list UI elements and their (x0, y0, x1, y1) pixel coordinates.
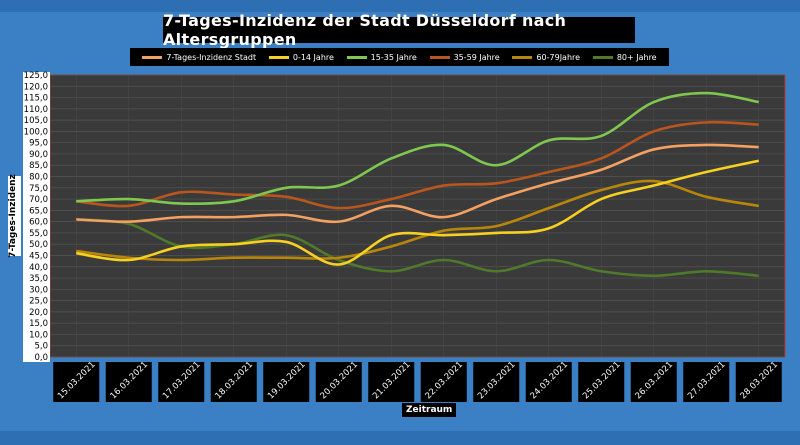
x-tick-box (683, 362, 730, 402)
x-tick-box (420, 362, 467, 402)
legend-item: 7-Tages-Inzidenz Stadt (142, 53, 256, 62)
y-axis-panel (23, 72, 50, 362)
y-axis-title-bg (8, 176, 21, 256)
y-tick-label: 5,0 (34, 342, 48, 352)
x-tick-box (578, 362, 625, 402)
y-tick-label: 110,0 (24, 105, 48, 115)
x-tick-box (315, 362, 362, 402)
legend-item: 0-14 Jahre (268, 52, 334, 62)
legend-item: 80+ Jahre (592, 52, 657, 62)
x-tick-box (368, 362, 415, 402)
y-tick-label: 100,0 (24, 127, 48, 137)
y-axis-title: 7-Tages-Inzidenz (8, 174, 18, 258)
legend-label: 15-35 Jahre (370, 52, 417, 62)
y-tick-label: 10,0 (29, 330, 48, 340)
y-tick-label: 30,0 (29, 285, 48, 295)
bottom-band (0, 431, 800, 445)
y-tick-label: 120,0 (24, 82, 48, 92)
y-tick-label: 25,0 (29, 297, 48, 307)
y-tick-label: 40,0 (29, 263, 48, 273)
y-tick-label: 65,0 (29, 206, 48, 216)
x-tick-box (735, 362, 782, 402)
legend-swatch (429, 55, 450, 59)
legend-swatch (346, 55, 367, 59)
x-tick-box (525, 362, 572, 402)
y-tick-label: 125,0 (24, 71, 48, 81)
legend-label: 35-59 Jahre (453, 52, 500, 62)
y-tick-label: 70,0 (29, 195, 48, 205)
legend-swatch (512, 55, 533, 59)
legend-label: 80+ Jahre (616, 52, 657, 62)
y-tick-label: 35,0 (29, 274, 48, 284)
legend-item: 35-59 Jahre (429, 52, 500, 62)
chart-legend: 7-Tages-Inzidenz Stadt 0-14 Jahre 15-35 Ja… (130, 48, 669, 66)
y-tick-label: 105,0 (24, 116, 48, 126)
y-tick-label: 80,0 (29, 173, 48, 183)
legend-label: 7-Tages-Inzidenz Stadt (166, 52, 257, 62)
x-tick-box (210, 362, 257, 402)
legend-label: 0-14 Jahre (292, 52, 334, 62)
plot-area (49, 74, 786, 358)
y-tick-label: 15,0 (29, 319, 48, 329)
y-tick-label: 75,0 (29, 184, 48, 194)
y-tick-label: 115,0 (24, 94, 48, 104)
top-band (0, 0, 800, 12)
y-tick-label: 95,0 (29, 139, 48, 149)
y-tick-label: 55,0 (29, 229, 48, 239)
series-line-0-14-jahre (76, 159, 760, 266)
x-axis-label: Zeitraum (402, 403, 457, 417)
legend-label: 60-79Jahre (536, 52, 581, 62)
x-tick-box (263, 362, 310, 402)
y-tick-label: 85,0 (29, 161, 48, 171)
y-tick-label: 60,0 (29, 218, 48, 228)
series-line-35-59-jahre (76, 120, 759, 210)
series-line-60-79jahre (76, 179, 759, 262)
chart-title: 7-Tages-Inzidenz der Stadt Düsseldorf na… (163, 11, 635, 49)
x-tick-box (630, 362, 677, 402)
y-tick-label: 20,0 (29, 308, 48, 318)
x-tick-box (158, 362, 205, 402)
x-tick-box (105, 362, 152, 402)
legend-swatch (142, 55, 163, 59)
legend-swatch (592, 55, 613, 59)
legend-item: 15-35 Jahre (346, 52, 417, 62)
legend-item: 60-79Jahre (512, 53, 580, 62)
legend-swatch (268, 55, 289, 59)
x-tick-box (473, 362, 520, 402)
y-tick-label: 0,0 (34, 353, 48, 363)
x-tick-box (53, 362, 100, 402)
y-tick-label: 45,0 (29, 251, 48, 261)
y-tick-label: 50,0 (29, 240, 48, 250)
series-line-7-tages-inzidenz-stadt (76, 143, 759, 224)
series-line-15-35-jahre (76, 91, 759, 206)
y-tick-label: 90,0 (29, 150, 48, 160)
